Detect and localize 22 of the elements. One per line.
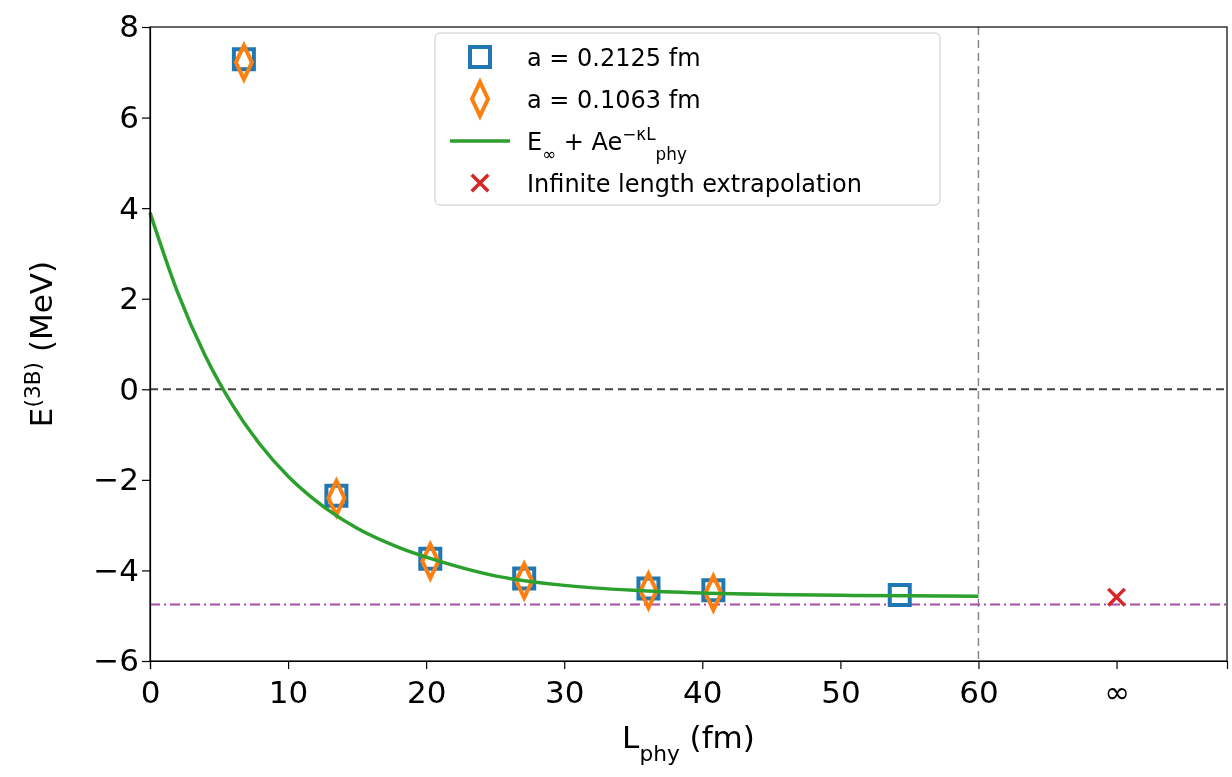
x-tick-label: 50	[821, 674, 861, 710]
legend-label: Infinite length extrapolation	[527, 170, 863, 198]
legend-label: a = 0.2125 fm	[527, 44, 701, 72]
x-tick-label: 30	[545, 674, 585, 710]
y-tick-label: −6	[93, 642, 139, 679]
legend-label: a = 0.1063 fm	[527, 86, 701, 114]
y-tick-label: −4	[93, 551, 139, 588]
x-axis-title: L$_{phy}$ (fm)	[622, 719, 755, 766]
line-series	[148, 210, 981, 598]
point	[1106, 587, 1127, 608]
x-tick-label: 40	[683, 674, 723, 710]
y-tick-label: 0	[119, 370, 139, 407]
y-tick-label: 8	[119, 8, 139, 45]
x-tick-label: ∞	[1104, 674, 1130, 710]
x-tick-label: 10	[268, 674, 309, 710]
point	[887, 582, 912, 607]
x-tick-label: 20	[406, 674, 447, 710]
y-tick-label: −2	[93, 461, 139, 498]
y-tick-label: 6	[119, 98, 139, 135]
y-tick-label: 4	[119, 189, 139, 226]
x-tick-label: 60	[959, 674, 999, 710]
y-tick-label: 2	[119, 280, 139, 317]
